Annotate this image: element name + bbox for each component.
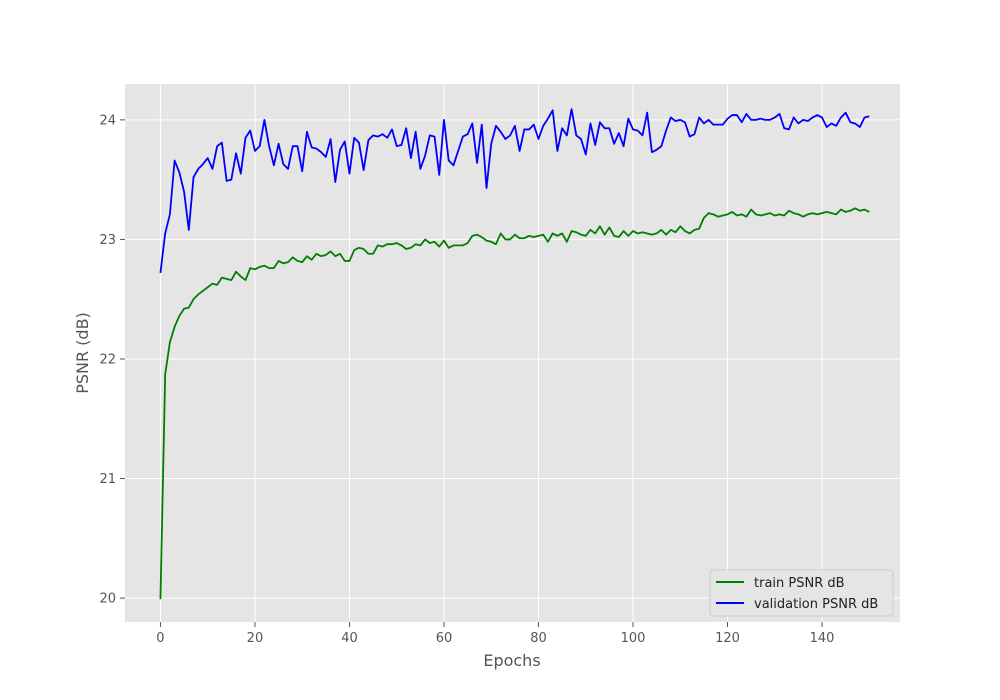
- x-axis-label: Epochs: [483, 651, 540, 670]
- x-tick-label: 0: [156, 631, 164, 646]
- x-tick-label: 100: [621, 631, 646, 646]
- x-tick-label: 80: [530, 631, 547, 646]
- x-tick-label: 60: [436, 631, 453, 646]
- series-line-train: [159, 207, 870, 600]
- y-tick-label: 20: [99, 592, 116, 607]
- series-layer: [159, 108, 870, 600]
- legend: train PSNR dB validation PSNR dB: [709, 569, 894, 617]
- plot-background: [125, 84, 900, 622]
- axis-ticks: 0 20 40 60 80 100 120 140 20 21 22 23 24: [99, 113, 834, 646]
- series-line-validation: [159, 108, 870, 274]
- legend-box: [709, 569, 894, 617]
- y-tick-label: 23: [99, 233, 116, 248]
- y-tick-label: 24: [99, 113, 116, 128]
- y-tick-label: 22: [99, 352, 116, 367]
- legend-label-train: train PSNR dB: [754, 576, 845, 591]
- x-tick-label: 40: [341, 631, 358, 646]
- y-axis-label: PSNR (dB): [73, 312, 92, 394]
- x-tick-label: 140: [810, 631, 835, 646]
- legend-label-validation: validation PSNR dB: [754, 597, 878, 612]
- x-tick-label: 20: [247, 631, 264, 646]
- x-tick-label: 120: [715, 631, 740, 646]
- y-tick-label: 21: [99, 472, 116, 487]
